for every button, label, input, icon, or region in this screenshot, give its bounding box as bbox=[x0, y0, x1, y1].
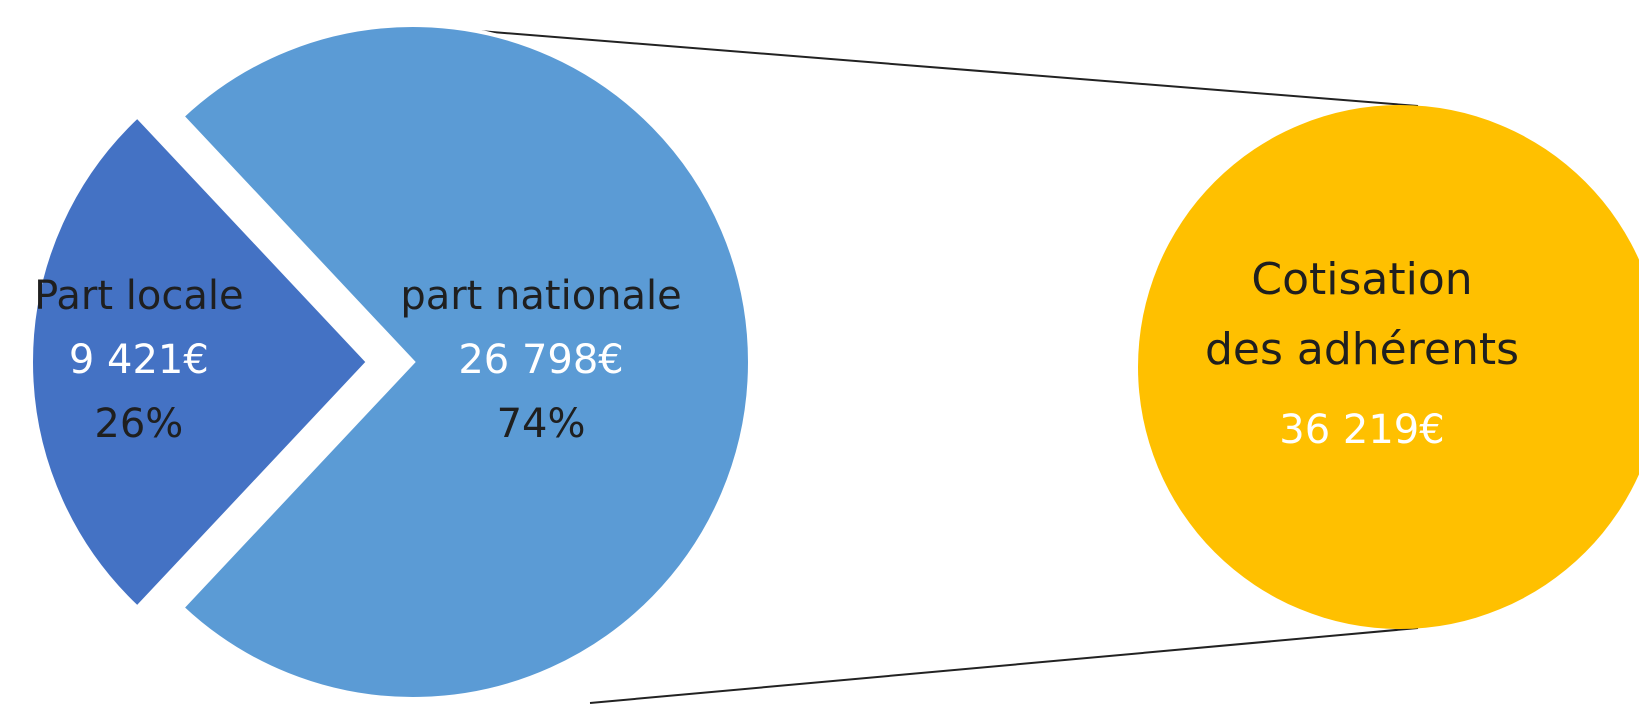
pie-slice bbox=[29, 113, 371, 611]
slice-amount: 9 421€ bbox=[69, 337, 209, 383]
slice-label: Part locale bbox=[34, 273, 244, 319]
slice-label: part nationale bbox=[400, 273, 681, 319]
total-circle bbox=[1138, 105, 1639, 629]
connector-line bbox=[589, 627, 1419, 704]
total-label: des adhérents bbox=[1205, 324, 1519, 375]
total-value: 36 219€ bbox=[1279, 407, 1444, 453]
connector-line bbox=[429, 26, 1419, 107]
slice-percent: 74% bbox=[497, 401, 586, 447]
slice-amount: 26 798€ bbox=[458, 337, 623, 383]
slice-percent: 26% bbox=[94, 401, 183, 447]
total-label: Cotisation bbox=[1251, 254, 1472, 305]
pie-slice bbox=[179, 23, 752, 701]
